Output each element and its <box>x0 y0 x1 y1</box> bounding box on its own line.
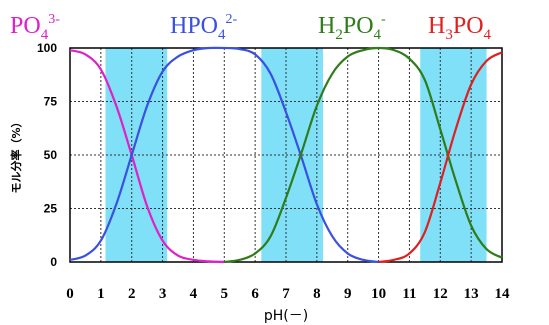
x-tick-labels: 0 1 2 3 4 5 6 7 8 9 10 11 12 13 14 <box>66 286 510 302</box>
x-tick-label: 9 <box>344 286 352 302</box>
series-line-4 <box>378 51 503 264</box>
species-label-4: H3PO4 <box>428 13 492 43</box>
x-tick-label: 4 <box>190 286 198 302</box>
y-axis-label: モル分率（%） <box>9 116 23 193</box>
x-tick-label: 8 <box>313 286 321 302</box>
y-tick-label: 100 <box>37 41 57 55</box>
x-tick-label: 2 <box>128 286 136 302</box>
x-tick-label: 10 <box>371 286 386 302</box>
series-line-3 <box>224 46 503 264</box>
y-tick-label: 0 <box>50 255 57 269</box>
plot-frame <box>69 47 503 263</box>
species-label-1: PO43- <box>10 12 60 43</box>
x-tick-label: 13 <box>464 286 479 302</box>
x-tick-label: 12 <box>433 286 448 302</box>
grid-lines <box>70 48 502 262</box>
y-tick-label: 75 <box>44 95 58 109</box>
series-line-2 <box>69 46 379 264</box>
series-lines <box>69 46 503 264</box>
y-tick-labels: 0 25 50 75 100 <box>37 41 57 269</box>
x-tick-label: 1 <box>97 286 105 302</box>
y-tick-label: 50 <box>44 148 58 162</box>
x-tick-label: 5 <box>221 286 229 302</box>
series-line-1 <box>69 49 225 264</box>
y-tick-label: 25 <box>44 202 58 216</box>
x-tick-label: 0 <box>66 286 74 302</box>
x-tick-label: 7 <box>282 286 290 302</box>
species-label-2: HPO42- <box>170 12 238 43</box>
x-tick-label: 11 <box>402 286 416 302</box>
x-tick-label: 3 <box>159 286 167 302</box>
x-axis-label: pH(－) <box>264 308 308 324</box>
x-tick-label: 6 <box>251 286 259 302</box>
species-label-3: H2PO4- <box>318 12 386 43</box>
x-tick-label: 14 <box>495 286 511 302</box>
species-labels: PO43- HPO42- H2PO4- H3PO4 <box>10 12 492 43</box>
